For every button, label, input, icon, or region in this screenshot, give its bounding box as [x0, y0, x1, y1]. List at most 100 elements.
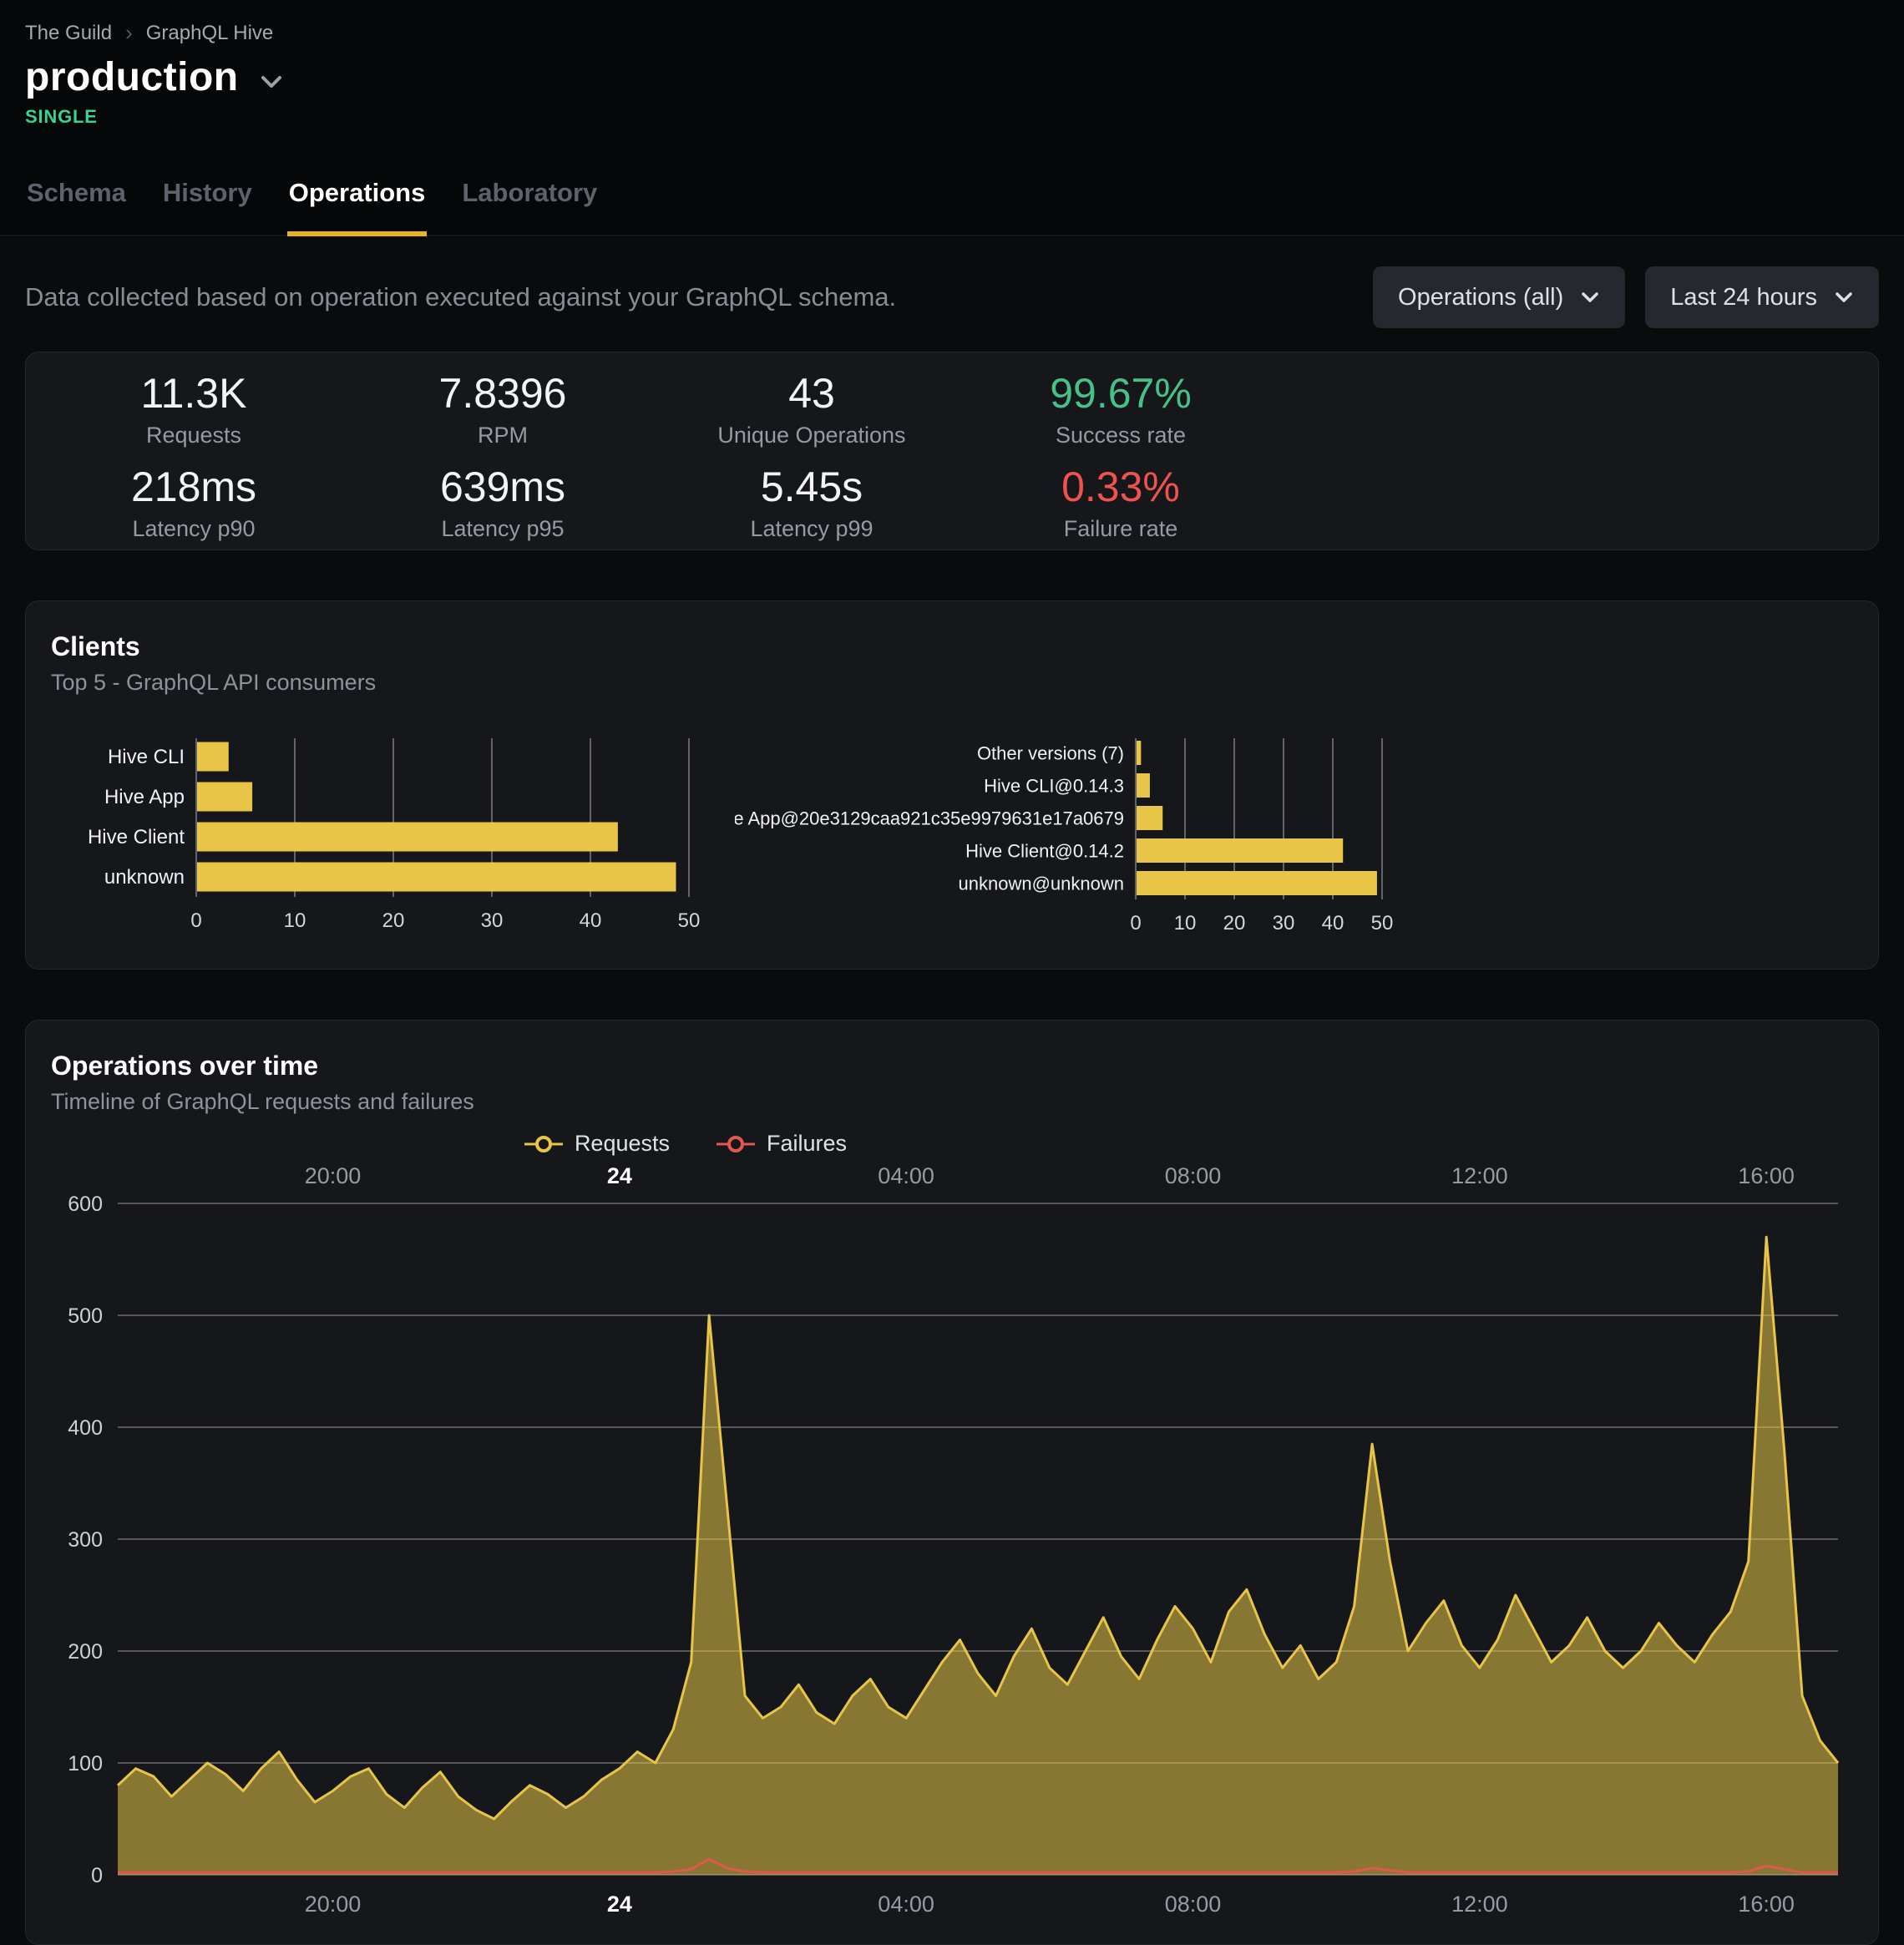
svg-text:20:00: 20:00: [305, 1163, 362, 1188]
chevron-right-icon: ›: [125, 20, 133, 45]
page-title: production: [25, 55, 239, 99]
target-type-badge: SINGLE: [25, 106, 98, 127]
operations-filter-label: Operations (all): [1398, 283, 1564, 311]
svg-text:50: 50: [678, 909, 701, 932]
clients-card: Clients Top 5 - GraphQL API consumers 0 1…: [25, 600, 1879, 970]
data-collected-note: Data collected based on operation execut…: [25, 282, 897, 312]
svg-text:12:00: 12:00: [1451, 1892, 1508, 1917]
operations-card-subtitle: Timeline of GraphQL requests and failure…: [51, 1089, 474, 1114]
stat-latency-p99: 5.45s Latency p99: [657, 464, 966, 541]
svg-text:200: 200: [68, 1640, 103, 1664]
legend-failures-label: Failures: [767, 1131, 848, 1156]
svg-text:Hive CLI@0.14.3: Hive CLI@0.14.3: [984, 776, 1124, 797]
tab-schema[interactable]: Schema: [27, 178, 126, 207]
stat-label: RPM: [478, 423, 528, 448]
tab-bar: Schema History Operations Laboratory: [0, 161, 1904, 236]
svg-text:0: 0: [190, 909, 201, 932]
svg-text:50: 50: [1371, 912, 1394, 935]
svg-text:300: 300: [68, 1528, 103, 1552]
operations-timeline-chart[interactable]: 0 100 200 300 400 500 600 20:00 20:00 24 24 04:00 04…: [51, 1160, 1855, 1920]
stat-label: Unique Operations: [717, 423, 906, 448]
stat-value: 99.67%: [1050, 370, 1192, 417]
svg-text:40: 40: [580, 909, 602, 932]
svg-text:08:00: 08:00: [1165, 1163, 1222, 1188]
stat-latency-p90: 218ms Latency p90: [39, 464, 348, 541]
svg-text:30: 30: [1273, 912, 1295, 935]
stat-label: Latency p99: [750, 516, 874, 541]
legend-failures: Failures: [717, 1131, 847, 1157]
svg-text:0: 0: [91, 1864, 103, 1887]
svg-text:500: 500: [68, 1304, 103, 1328]
svg-text:24: 24: [607, 1163, 632, 1188]
svg-text:20:00: 20:00: [305, 1892, 362, 1917]
stat-value: 5.45s: [760, 463, 863, 510]
stat-label: Failure rate: [1063, 516, 1178, 541]
tab-history[interactable]: History: [162, 178, 252, 207]
svg-text:40: 40: [1322, 912, 1344, 935]
tab-laboratory[interactable]: Laboratory: [462, 178, 598, 207]
svg-text:600: 600: [68, 1193, 103, 1216]
stat-value: 639ms: [439, 463, 566, 510]
svg-text:Other versions (7): Other versions (7): [977, 743, 1124, 764]
chevron-down-icon: [1834, 291, 1854, 304]
svg-text:24: 24: [607, 1892, 632, 1917]
clients-card-subtitle: Top 5 - GraphQL API consumers: [51, 670, 377, 695]
svg-text:Hive App@20e3129caa921c35e9979: Hive App@20e3129caa921c35e9979631e17a067…: [735, 808, 1124, 829]
clients-card-title: Clients: [51, 631, 140, 661]
stat-value: 218ms: [130, 463, 257, 510]
svg-text:16:00: 16:00: [1738, 1163, 1795, 1188]
stat-value: 11.3K: [140, 370, 247, 417]
breadcrumb-org[interactable]: The Guild: [25, 21, 113, 44]
chevron-down-icon[interactable]: [259, 73, 284, 90]
svg-text:20: 20: [382, 909, 405, 932]
stat-requests: 11.3K Requests: [39, 371, 348, 448]
requests-series-marker-icon: [524, 1134, 563, 1154]
legend-requests-label: Requests: [574, 1131, 671, 1156]
stat-label: Success rate: [1055, 423, 1187, 448]
tab-operations[interactable]: Operations: [286, 161, 428, 236]
clients-by-version-chart[interactable]: 0 10 20 30 40 50 Other versions (7) Hive CLI@0.…: [735, 737, 1411, 945]
svg-text:20: 20: [1223, 912, 1246, 935]
svg-text:100: 100: [68, 1752, 103, 1775]
svg-text:400: 400: [68, 1416, 103, 1440]
stat-value: 43: [788, 370, 835, 417]
breadcrumb: The Guild › GraphQL Hive: [0, 20, 1904, 46]
stat-label: Latency p90: [132, 516, 256, 541]
operations-toolbar: Data collected based on operation execut…: [25, 266, 1879, 328]
failures-series-marker-icon: [717, 1134, 756, 1154]
svg-text:Hive App: Hive App: [104, 786, 185, 808]
operations-filter-dropdown[interactable]: Operations (all): [1373, 266, 1626, 328]
stat-latency-p95: 639ms Latency p95: [348, 464, 657, 541]
svg-text:16:00: 16:00: [1738, 1892, 1795, 1917]
svg-text:Hive Client@0.14.2: Hive Client@0.14.2: [965, 841, 1124, 862]
period-filter-dropdown[interactable]: Last 24 hours: [1645, 266, 1879, 328]
svg-text:04:00: 04:00: [878, 1163, 934, 1188]
clients-by-name-chart[interactable]: 0 10 20 30 40 50 Hive CLI Hive App Hive Client un…: [54, 737, 701, 945]
chart-legend: Requests Failures: [51, 1131, 1320, 1157]
stat-value: 7.8396: [438, 370, 567, 417]
svg-text:12:00: 12:00: [1451, 1163, 1508, 1188]
svg-text:Hive CLI: Hive CLI: [108, 746, 185, 768]
page-header: The Guild › GraphQL Hive production SING…: [0, 0, 1904, 236]
svg-text:unknown: unknown: [104, 866, 185, 889]
stat-value: 0.33%: [1061, 463, 1180, 510]
stat-label: Latency p95: [441, 516, 565, 541]
svg-text:0: 0: [1130, 912, 1141, 935]
stats-summary-card: 11.3K Requests 7.8396 RPM 43 Unique Oper…: [25, 352, 1879, 550]
stat-unique-operations: 43 Unique Operations: [657, 371, 966, 448]
breadcrumb-project[interactable]: GraphQL Hive: [145, 21, 274, 44]
svg-text:unknown@unknown: unknown@unknown: [959, 874, 1124, 894]
svg-text:30: 30: [481, 909, 504, 932]
svg-text:10: 10: [284, 909, 306, 932]
legend-requests: Requests: [524, 1131, 670, 1157]
stat-label: Requests: [145, 423, 242, 448]
stat-rpm: 7.8396 RPM: [348, 371, 657, 448]
stat-failure-rate: 0.33% Failure rate: [966, 464, 1275, 541]
period-filter-label: Last 24 hours: [1670, 283, 1817, 311]
chevron-down-icon: [1580, 291, 1600, 304]
svg-text:08:00: 08:00: [1165, 1892, 1222, 1917]
svg-text:Hive Client: Hive Client: [88, 826, 185, 848]
operations-card-title: Operations over time: [51, 1051, 319, 1081]
svg-text:04:00: 04:00: [878, 1892, 934, 1917]
stat-success-rate: 99.67% Success rate: [966, 371, 1275, 448]
